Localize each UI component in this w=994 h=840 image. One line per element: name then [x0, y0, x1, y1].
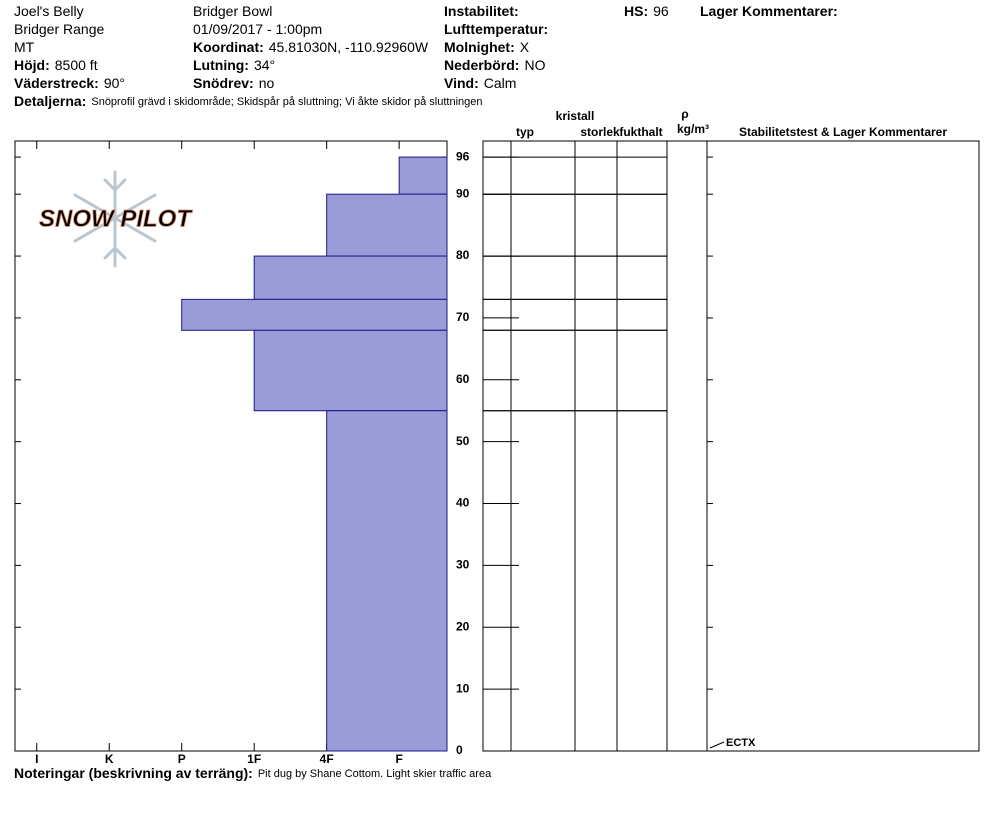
field: Molnighet: X [444, 39, 530, 55]
table-header: fukthalt [619, 125, 662, 139]
field-value: 96 [653, 3, 669, 19]
table-header: kristall [556, 109, 595, 123]
field: Bridger Range [14, 21, 104, 37]
field-value: 8500 ft [55, 57, 98, 73]
table-frame [482, 140, 980, 752]
field-label: Koordinat: [193, 39, 264, 55]
table-header: Stabilitetstest & Lager Kommentarer [739, 125, 947, 139]
field-label: Nederbörd: [444, 57, 519, 73]
field: Noteringar (beskrivning av terräng): Pit … [14, 765, 492, 781]
field-label: Höjd: [14, 57, 50, 73]
table-header: storlek [580, 125, 620, 139]
layer-bar [253, 255, 448, 300]
field-value: Joel's Belly [14, 3, 84, 19]
field: 01/09/2017 - 1:00pm [193, 21, 322, 37]
field-label: HS: [624, 3, 648, 19]
table-header: ρ [681, 107, 688, 121]
field-label: Molnighet: [444, 39, 515, 55]
field: MT [14, 39, 35, 55]
field: Koordinat: 45.81030N, -110.92960W [193, 39, 429, 55]
field: Höjd: 8500 ft [14, 57, 98, 73]
x-tick-label: 4F [320, 752, 334, 766]
field: HS: 96 [624, 3, 669, 19]
layer-bar [326, 410, 448, 752]
field: Lager Kommentarer: [700, 3, 838, 19]
field-value: Calm [484, 75, 517, 91]
field: Detaljerna: Snöprofil grävd i skidområde;… [14, 93, 482, 109]
y-tick-label: 80 [456, 248, 470, 262]
field-value: MT [14, 39, 35, 55]
x-tick-label: P [178, 752, 186, 766]
table-header: kg/m³ [677, 122, 709, 136]
field-label: Lager Kommentarer: [700, 3, 838, 19]
field: Vind: Calm [444, 75, 516, 91]
test-label: ECTX [726, 737, 756, 749]
field-label: Lutning: [193, 57, 249, 73]
logo-text: SNOW PILOT [39, 205, 193, 232]
field-value: 01/09/2017 - 1:00pm [193, 21, 322, 37]
field-value: 45.81030N, -110.92960W [269, 39, 429, 55]
field-label: Detaljerna: [14, 93, 86, 109]
field-label: Lufttemperatur: [444, 21, 548, 37]
field-label: Väderstreck: [14, 75, 99, 91]
field: Instabilitet: [444, 3, 519, 19]
y-tick-label: 96 [456, 149, 470, 163]
y-tick-label: 10 [456, 681, 470, 695]
field-value: Bridger Bowl [193, 3, 272, 19]
field: Joel's Belly [14, 3, 84, 19]
field-value: no [259, 75, 275, 91]
layer-bar [253, 329, 448, 412]
x-tick-label: K [105, 752, 114, 766]
field: Lutning: 34° [193, 57, 275, 73]
x-tick-label: I [35, 752, 38, 766]
y-tick-label: 60 [456, 372, 470, 386]
field-value: 34° [254, 57, 275, 73]
x-tick-label: F [395, 752, 402, 766]
table-header: typ [516, 125, 534, 139]
field-value: 90° [104, 75, 125, 91]
field: Väderstreck: 90° [14, 75, 125, 91]
field-label: Instabilitet: [444, 3, 519, 19]
y-tick-label: 30 [456, 558, 470, 572]
field-label: Snödrev: [193, 75, 254, 91]
y-tick-label: 20 [456, 619, 470, 633]
field-value: NO [524, 57, 545, 73]
field-value: Snöprofil grävd i skidområde; Skidspår p… [91, 96, 482, 108]
logo [73, 170, 157, 268]
y-tick-label: 40 [456, 496, 470, 510]
field: Nederbörd: NO [444, 57, 546, 73]
y-tick-label: 70 [456, 310, 470, 324]
field: Snödrev: no [193, 75, 274, 91]
field-value: X [520, 39, 530, 55]
y-tick-label: 90 [456, 186, 470, 200]
field-label: Noteringar (beskrivning av terräng): [14, 765, 253, 781]
field-value: Bridger Range [14, 21, 104, 37]
x-tick-label: 1F [247, 752, 261, 766]
layer-bar [398, 156, 448, 195]
table-columns [510, 141, 708, 751]
field: Bridger Bowl [193, 3, 272, 19]
field-label: Vind: [444, 75, 479, 91]
layer-bar [326, 193, 448, 257]
test-arrow [709, 741, 725, 749]
field-value: Pit dug by Shane Cottom. Light skier tra… [258, 768, 492, 780]
layer-bar [181, 298, 448, 331]
field: Lufttemperatur: [444, 21, 548, 37]
y-tick-label: 0 [456, 743, 463, 757]
y-tick-label: 50 [456, 434, 470, 448]
